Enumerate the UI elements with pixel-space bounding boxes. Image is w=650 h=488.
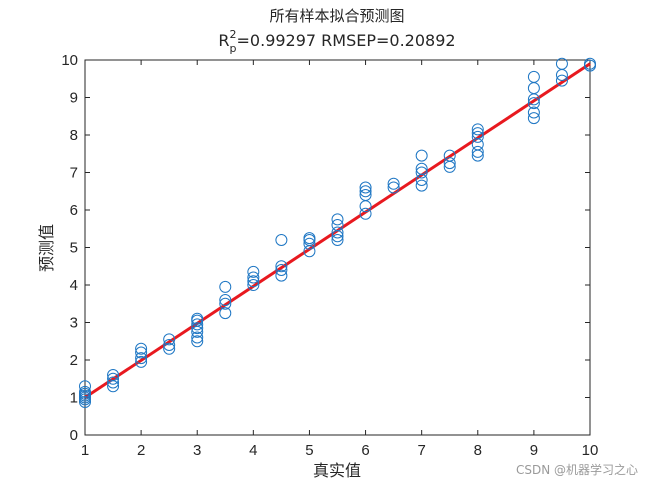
scatter-point: [163, 342, 176, 355]
scatter-point: [275, 269, 288, 282]
scatter-point: [275, 234, 288, 246]
scatter-point: [135, 355, 148, 368]
scatter-point: [443, 157, 456, 170]
x-tick-label: 8: [474, 442, 482, 459]
x-tick-label: 4: [249, 442, 257, 459]
scatter-point: [135, 352, 148, 365]
scatter-point: [135, 346, 148, 359]
y-tick-label: 0: [70, 427, 78, 444]
chart-title: 所有样本拟合预测图: [269, 7, 404, 25]
scatter-point: [555, 74, 568, 87]
scatter-point: [247, 279, 260, 291]
scatter-point: [275, 260, 288, 273]
scatter-point: [247, 275, 260, 288]
scatter-point: [359, 185, 372, 198]
scatter-point: [331, 234, 344, 246]
scatter-point: [247, 265, 260, 278]
scatter-point: [527, 112, 540, 125]
scatter-point: [584, 57, 596, 70]
scatter-point: [191, 318, 204, 331]
scatter-point: [331, 226, 344, 239]
y-tick-label: 5: [70, 240, 78, 257]
scatter-point: [331, 213, 344, 226]
scatter-point: [79, 396, 91, 408]
scatter-point: [107, 376, 120, 389]
scatter-point: [471, 145, 484, 158]
scatter-point: [527, 106, 540, 119]
scatter-point: [303, 237, 316, 250]
scatter-point: [359, 207, 372, 220]
x-tick-label: 2: [137, 442, 145, 459]
scatter-point: [107, 369, 120, 381]
scatter-point: [247, 271, 260, 284]
scatter-point: [331, 219, 344, 231]
scatter-point: [79, 380, 91, 393]
scatter-point: [219, 297, 232, 310]
scatter-point: [471, 123, 484, 136]
y-tick-label: 6: [70, 202, 78, 219]
y-tick-label: 1: [70, 390, 78, 407]
y-tick-label: 8: [70, 127, 78, 144]
scatter-point: [191, 312, 204, 325]
scatter-point: [219, 307, 232, 320]
watermark: CSDN @机器学习之心: [515, 463, 638, 477]
scatter-point: [219, 280, 232, 293]
x-tick-label: 1: [81, 442, 89, 459]
scatter-point: [415, 166, 428, 179]
subtitle-superscript: 2: [230, 28, 237, 41]
scatter-point: [471, 127, 484, 140]
scatter-point: [555, 57, 568, 70]
scatter-point: [443, 149, 456, 162]
y-axis-label: 预测值: [37, 224, 56, 272]
y-tick-label: 10: [61, 52, 78, 69]
scatter-point: [303, 232, 316, 245]
y-tick-label: 7: [70, 165, 78, 182]
x-tick-label: 6: [361, 442, 369, 459]
scatter-point: [163, 339, 176, 351]
y-tick-label: 9: [70, 90, 78, 107]
x-tick-label: 9: [530, 442, 538, 459]
chart-subtitle: R2 p=0.99297 RMSEP=0.20892: [218, 28, 455, 55]
scatter-point: [191, 322, 204, 335]
scatter-point: [471, 130, 484, 143]
x-tick-label: 3: [193, 442, 201, 459]
scatter-point: [79, 385, 91, 398]
y-tick-label: 2: [70, 352, 78, 369]
scatter-point: [191, 331, 204, 344]
scatter-point: [163, 333, 176, 346]
scatter-point: [219, 294, 232, 306]
scatter-points-layer: [79, 57, 596, 408]
scatter-point: [527, 70, 540, 83]
y-axis: 0 1 2 3 4 5 6 7 8 9 10: [61, 52, 590, 444]
scatter-point: [415, 162, 428, 175]
subtitle-metrics: =0.99297 RMSEP=0.20892: [237, 31, 456, 50]
x-axis-label: 真实值: [313, 461, 361, 480]
subtitle-subscript: p: [230, 42, 237, 55]
scatter-point: [527, 97, 540, 110]
x-tick-label: 5: [305, 442, 313, 459]
scatter-point: [107, 372, 120, 385]
scatter-point: [387, 181, 400, 194]
scatter-point: [387, 177, 400, 190]
scatter-point: [415, 179, 428, 192]
scatter-point: [191, 335, 204, 348]
subtitle-r: R: [218, 31, 229, 50]
scatter-point: [359, 189, 372, 201]
scatter-point: [275, 264, 288, 276]
y-tick-label: 4: [70, 277, 78, 294]
y-tick-label: 3: [70, 315, 78, 332]
scatter-point: [359, 181, 372, 194]
scatter-point: [415, 149, 428, 162]
x-tick-label: 7: [417, 442, 425, 459]
x-tick-label: 10: [582, 442, 599, 459]
scatter-point: [135, 342, 148, 355]
plot-area: [84, 59, 591, 436]
